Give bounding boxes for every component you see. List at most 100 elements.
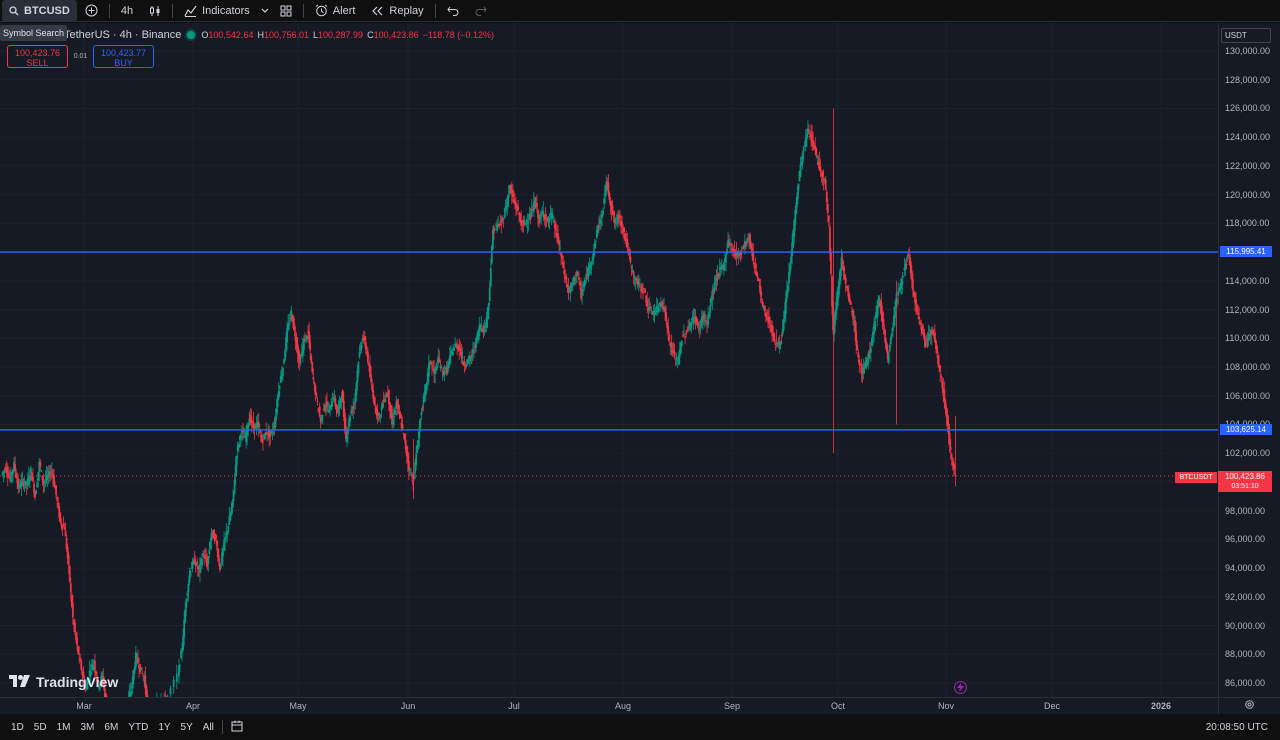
candle-down: [144, 675, 147, 689]
time-axis[interactable]: Mar Apr May Jun Jul Aug Sep Oct Nov Dec …: [0, 697, 1218, 714]
candle-down: [687, 329, 690, 331]
change-value: −118.78 (−0.12%): [422, 30, 494, 40]
range-5d[interactable]: 5D: [33, 721, 47, 733]
layout-button[interactable]: [272, 0, 300, 22]
price-tick-label: 122,000.00: [1225, 160, 1271, 171]
buy-price: 100,423.77: [100, 48, 147, 58]
candle-down: [911, 279, 914, 291]
candle-down: [577, 272, 579, 275]
range-1m[interactable]: 1M: [56, 721, 71, 733]
candle-up: [904, 263, 907, 270]
candle-up: [503, 215, 506, 217]
utc-clock[interactable]: 20:08:50 UTC: [1205, 722, 1268, 733]
candle-down: [821, 171, 824, 177]
candle-down: [883, 328, 886, 334]
candle-down: [22, 481, 25, 487]
indicators-button[interactable]: Indicators: [176, 0, 258, 22]
symbol-search-button[interactable]: BTCUSD: [2, 0, 77, 22]
candle-down: [5, 466, 8, 473]
chart-pane[interactable]: [0, 23, 1218, 697]
indicator-templates-button[interactable]: [258, 0, 272, 22]
candle-up: [264, 433, 266, 440]
candle-up: [835, 301, 838, 315]
candle-down: [242, 430, 244, 433]
candle-down: [431, 365, 433, 367]
tradingview-logo[interactable]: TradingView: [9, 674, 118, 690]
candle-down: [212, 530, 215, 539]
currency-select[interactable]: USDT: [1221, 28, 1271, 43]
interval-button[interactable]: 4h: [113, 0, 141, 22]
candle-down: [312, 377, 315, 380]
candle-up: [340, 396, 343, 402]
range-6m[interactable]: 6M: [104, 721, 119, 733]
candle-up: [420, 412, 423, 416]
candle-up: [361, 338, 364, 341]
low-value: 100,287.99: [318, 30, 364, 40]
range-3m[interactable]: 3M: [80, 721, 95, 733]
candle-up: [526, 222, 529, 224]
range-all[interactable]: All: [202, 721, 214, 733]
candle-down: [885, 342, 888, 351]
candle-down: [470, 354, 473, 357]
range-1d[interactable]: 1D: [11, 721, 24, 733]
candle-down: [4, 468, 7, 471]
candle-down: [398, 411, 401, 414]
price-tick-label: 114,000.00: [1225, 275, 1270, 286]
candle-up: [582, 289, 585, 292]
candle-up: [394, 410, 397, 415]
candle-down: [645, 295, 648, 304]
candle-up: [494, 229, 496, 231]
price-axis[interactable]: 130,000.00 128,000.00 126,000.00 124,000.00…: [1218, 23, 1280, 697]
candle-up: [331, 401, 334, 407]
candle-up: [798, 171, 801, 182]
replay-button[interactable]: Replay: [363, 0, 431, 22]
candle-down: [752, 252, 755, 262]
go-to-date-button[interactable]: [226, 720, 248, 735]
candle-down: [824, 179, 827, 190]
range-ytd[interactable]: YTD: [128, 721, 149, 733]
candle-up: [355, 382, 358, 396]
buy-button[interactable]: 100,423.77 BUY: [93, 45, 154, 68]
candle-down: [814, 145, 817, 150]
candle-down: [625, 239, 628, 242]
candle-down: [844, 277, 847, 284]
candle-down: [214, 534, 217, 538]
month-label: Apr: [185, 701, 201, 711]
candle-up: [927, 333, 930, 341]
alert-button[interactable]: Alert: [307, 0, 364, 22]
axis-settings-button[interactable]: [1218, 697, 1280, 714]
candle-up: [785, 290, 788, 299]
candle-up: [178, 665, 180, 677]
candle-down: [760, 299, 763, 301]
candle-down: [399, 413, 402, 419]
lightning-icon[interactable]: [954, 681, 967, 694]
candle-up: [379, 415, 382, 417]
range-1y[interactable]: 1Y: [158, 721, 171, 733]
candle-down: [390, 405, 392, 418]
candle-up: [29, 467, 32, 473]
candle-down: [464, 365, 467, 367]
chart-type-button[interactable]: [141, 0, 169, 22]
candle-up: [590, 261, 593, 266]
candle-up: [188, 575, 191, 583]
candle-down: [401, 424, 404, 429]
candle-up: [833, 320, 836, 335]
candle-down: [74, 622, 76, 632]
candle-up: [202, 553, 204, 556]
candles-icon: [149, 5, 161, 17]
candle-up: [874, 321, 876, 331]
candle-down: [56, 497, 59, 501]
candle-down: [137, 657, 139, 663]
candle-up: [928, 334, 931, 336]
range-5y[interactable]: 5Y: [180, 721, 193, 733]
candle-down: [512, 199, 515, 202]
candle-up: [128, 693, 131, 697]
sell-button[interactable]: 100,423.76 SELL: [7, 45, 68, 68]
price-tick-label: 96,000.00: [1225, 534, 1266, 545]
candle-down: [764, 313, 767, 317]
undo-button[interactable]: [439, 0, 467, 22]
candle-down: [861, 367, 864, 373]
price-chart[interactable]: [0, 23, 1218, 697]
compare-symbol-button[interactable]: [77, 0, 106, 22]
redo-button[interactable]: [467, 0, 495, 22]
